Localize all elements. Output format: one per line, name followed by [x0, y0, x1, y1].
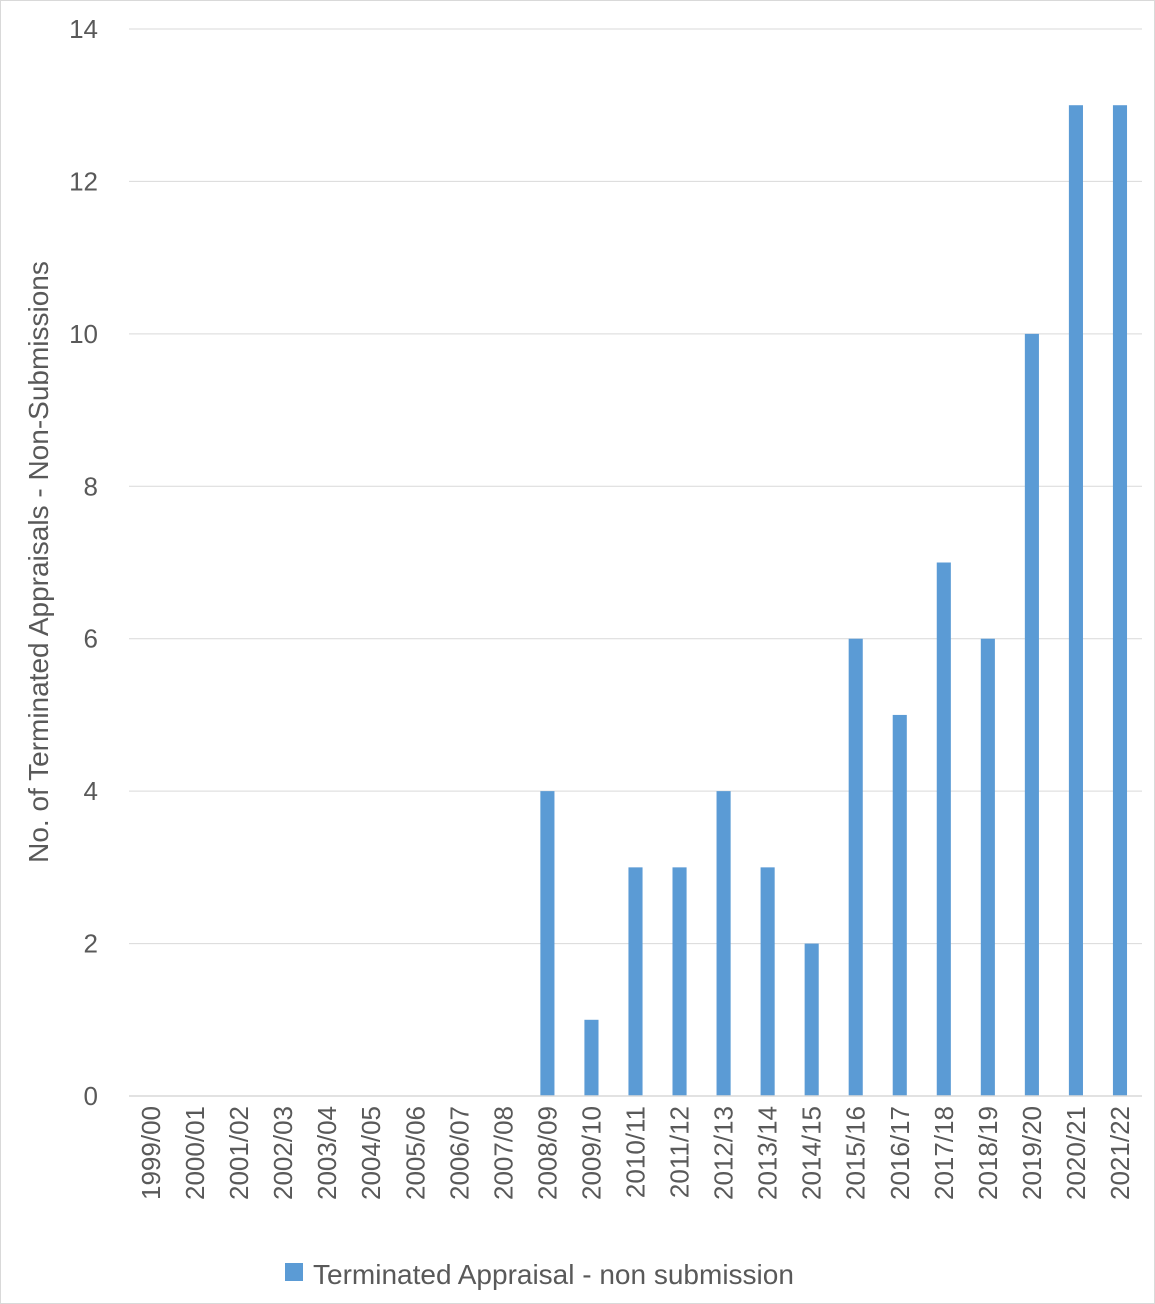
y-tick-label: 0 [84, 1081, 98, 1111]
x-tick-label: 2016/17 [885, 1106, 915, 1200]
x-tick-label: 2002/03 [268, 1106, 298, 1200]
x-tick-label: 2015/16 [841, 1106, 871, 1200]
legend-swatch [285, 1263, 303, 1281]
x-tick-label: 2006/07 [444, 1106, 474, 1200]
y-tick-label: 14 [69, 14, 98, 44]
bar [980, 638, 995, 1096]
y-tick-label: 2 [84, 929, 98, 959]
y-tick-label: 4 [84, 776, 98, 806]
bar [628, 867, 643, 1096]
x-tick-label: 2014/15 [797, 1106, 827, 1200]
x-tick-label: 2004/05 [356, 1106, 386, 1200]
x-tick-label: 2012/13 [709, 1106, 739, 1200]
y-tick-labels: 0 2 4 6 8 10 12 14 [69, 14, 98, 1111]
bar [936, 562, 951, 1096]
y-tick-label: 6 [84, 624, 98, 654]
legend-label: Terminated Appraisal - non submission [313, 1259, 794, 1290]
x-tick-label: 2013/14 [753, 1106, 783, 1200]
bar [1112, 105, 1128, 1096]
bar [1024, 333, 1039, 1096]
y-axis-title: No. of Terminated Appraisals - Non-Submi… [23, 261, 54, 863]
y-tick-label: 8 [84, 471, 98, 501]
x-tick-label: 2005/06 [400, 1106, 430, 1200]
x-tick-label: 1999/00 [136, 1106, 166, 1200]
x-tick-label: 2000/01 [180, 1106, 210, 1200]
x-tick-label: 2019/20 [1017, 1106, 1047, 1200]
bar [672, 867, 687, 1096]
y-tick-label: 10 [69, 319, 98, 349]
bar [760, 867, 775, 1096]
bar [716, 791, 731, 1096]
x-tick-label: 2020/21 [1061, 1106, 1091, 1200]
bar [1068, 105, 1083, 1096]
x-tick-label: 2009/10 [576, 1106, 606, 1200]
x-tick-label: 2018/19 [973, 1106, 1003, 1200]
legend: Terminated Appraisal - non submission [285, 1259, 794, 1290]
bar [584, 1019, 599, 1096]
bar [804, 943, 819, 1096]
x-tick-label: 2017/18 [929, 1106, 959, 1200]
x-tick-label: 2010/11 [621, 1106, 651, 1198]
x-tick-label: 2021/22 [1105, 1106, 1135, 1200]
x-tick-label: 2011/12 [665, 1106, 695, 1198]
x-tick-label: 2001/02 [224, 1106, 254, 1200]
bars [540, 105, 1128, 1096]
bar [848, 638, 863, 1096]
x-tick-label: 2007/08 [488, 1106, 518, 1200]
x-tick-label: 2008/09 [532, 1106, 562, 1200]
bar [892, 714, 907, 1096]
gridlines [129, 28, 1142, 945]
bar [540, 791, 555, 1096]
x-tick-labels: 1999/00 2000/01 2001/02 2002/03 2003/04 2004/… [136, 1106, 1135, 1200]
y-tick-label: 12 [69, 166, 98, 196]
x-tick-label: 2003/04 [312, 1106, 342, 1200]
